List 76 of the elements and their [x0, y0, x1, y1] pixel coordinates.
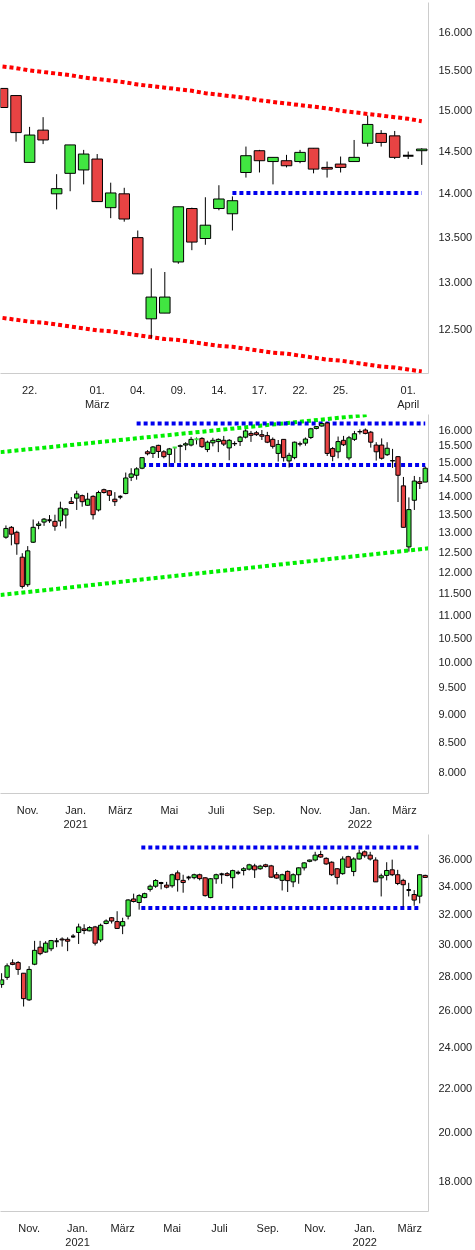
candlestick: [50, 173, 63, 210]
x-tick-label: 22.: [292, 383, 308, 396]
y-tick-label: 15.000: [438, 455, 473, 468]
x-tick-label: 25.: [332, 383, 349, 396]
x-tick-label: 01. April: [397, 383, 420, 410]
x-tick-label: 09.: [170, 383, 186, 396]
y-tick-label: 13.500: [438, 230, 473, 243]
y-tick-label: 8.000: [438, 766, 467, 779]
y-tick-label: 12.500: [438, 545, 473, 558]
x-tick-label: Jan. 2022: [347, 803, 373, 830]
y-tick-label: 14.000: [438, 489, 473, 502]
x-tick-label: Jan. 2021: [65, 1221, 90, 1248]
y-tick-label: 13.000: [438, 526, 473, 539]
y-tick-label: 13.000: [438, 276, 473, 289]
y-tick-label: 30.000: [438, 937, 473, 950]
y-tick-label: 15.500: [438, 64, 473, 77]
x-tick-label: Jan. 2022: [352, 1221, 377, 1248]
candlestick: [145, 267, 158, 339]
x-tick-label: Nov.: [304, 1221, 327, 1234]
candlestick: [388, 130, 401, 160]
candlestick: [348, 139, 360, 163]
x-tick-label: März: [397, 1221, 423, 1234]
y-tick-label: 16.000: [438, 423, 473, 436]
x-tick-label: März: [108, 803, 133, 816]
x-tick-label: Jan. 2021: [63, 803, 88, 830]
candlestick: [321, 161, 333, 179]
x-tick-label: 04.: [130, 383, 146, 396]
y-tick-label: 10.000: [438, 655, 473, 668]
y-tick-label: 18.000: [438, 1174, 473, 1187]
y-tick-label: 12.500: [438, 323, 473, 336]
y-tick-label: 14.500: [438, 144, 473, 157]
x-tick-label: Mai: [163, 1221, 182, 1234]
y-tick-label: 8.500: [438, 736, 467, 749]
y-tick-label: 13.500: [438, 507, 473, 520]
y-tick-label: 15.500: [438, 439, 473, 452]
x-tick-label: 01. März: [84, 383, 110, 410]
x-tick-label: Juli: [211, 1221, 228, 1234]
y-tick-label: 32.000: [438, 907, 473, 920]
candlestick: [307, 147, 320, 174]
y-tick-label: 16.000: [438, 26, 473, 39]
candlestick: [37, 116, 49, 145]
y-tick-label: 14.500: [438, 472, 473, 485]
candlestick: [180, 874, 186, 894]
x-tick-label: Juli: [207, 803, 225, 816]
y-tick-label: 12.000: [438, 565, 473, 578]
x-tick-label: Sep.: [252, 803, 276, 816]
line-series: [0, 64, 424, 124]
y-tick-label: 26.000: [438, 1004, 473, 1017]
x-tick-label: 14.: [211, 383, 227, 396]
candlestick: [112, 491, 118, 507]
y-tick-label: 9.000: [438, 707, 467, 720]
x-tick-label: 17.: [251, 383, 268, 396]
x-tick-label: 22.: [21, 383, 38, 396]
line-series: [0, 315, 424, 374]
y-tick-label: 36.000: [438, 852, 473, 865]
candlestick: [240, 146, 252, 179]
x-tick-label: Nov.: [18, 1221, 41, 1234]
y-tick-label: 22.000: [438, 1081, 473, 1094]
y-tick-label: 20.000: [438, 1125, 473, 1138]
y-tick-label: 28.000: [438, 969, 473, 982]
y-tick-label: 14.000: [438, 186, 473, 199]
y-tick-label: 15.000: [438, 103, 473, 116]
y-tick-label: 10.500: [438, 631, 473, 644]
y-tick-label: 24.000: [438, 1041, 473, 1054]
y-tick-label: 9.500: [438, 681, 467, 694]
y-tick-label: 11.500: [438, 586, 472, 599]
x-tick-label: Sep.: [256, 1221, 280, 1234]
y-tick-label: 34.000: [438, 879, 473, 892]
x-tick-label: Nov.: [299, 803, 322, 816]
x-tick-label: März: [110, 1221, 135, 1234]
candlestick: [267, 156, 279, 185]
x-tick-label: Mai: [160, 803, 179, 816]
candlestick: [159, 271, 171, 314]
x-tick-label: Nov.: [16, 803, 39, 816]
x-tick-label: März: [392, 803, 417, 816]
y-tick-label: 11.000: [438, 608, 472, 621]
